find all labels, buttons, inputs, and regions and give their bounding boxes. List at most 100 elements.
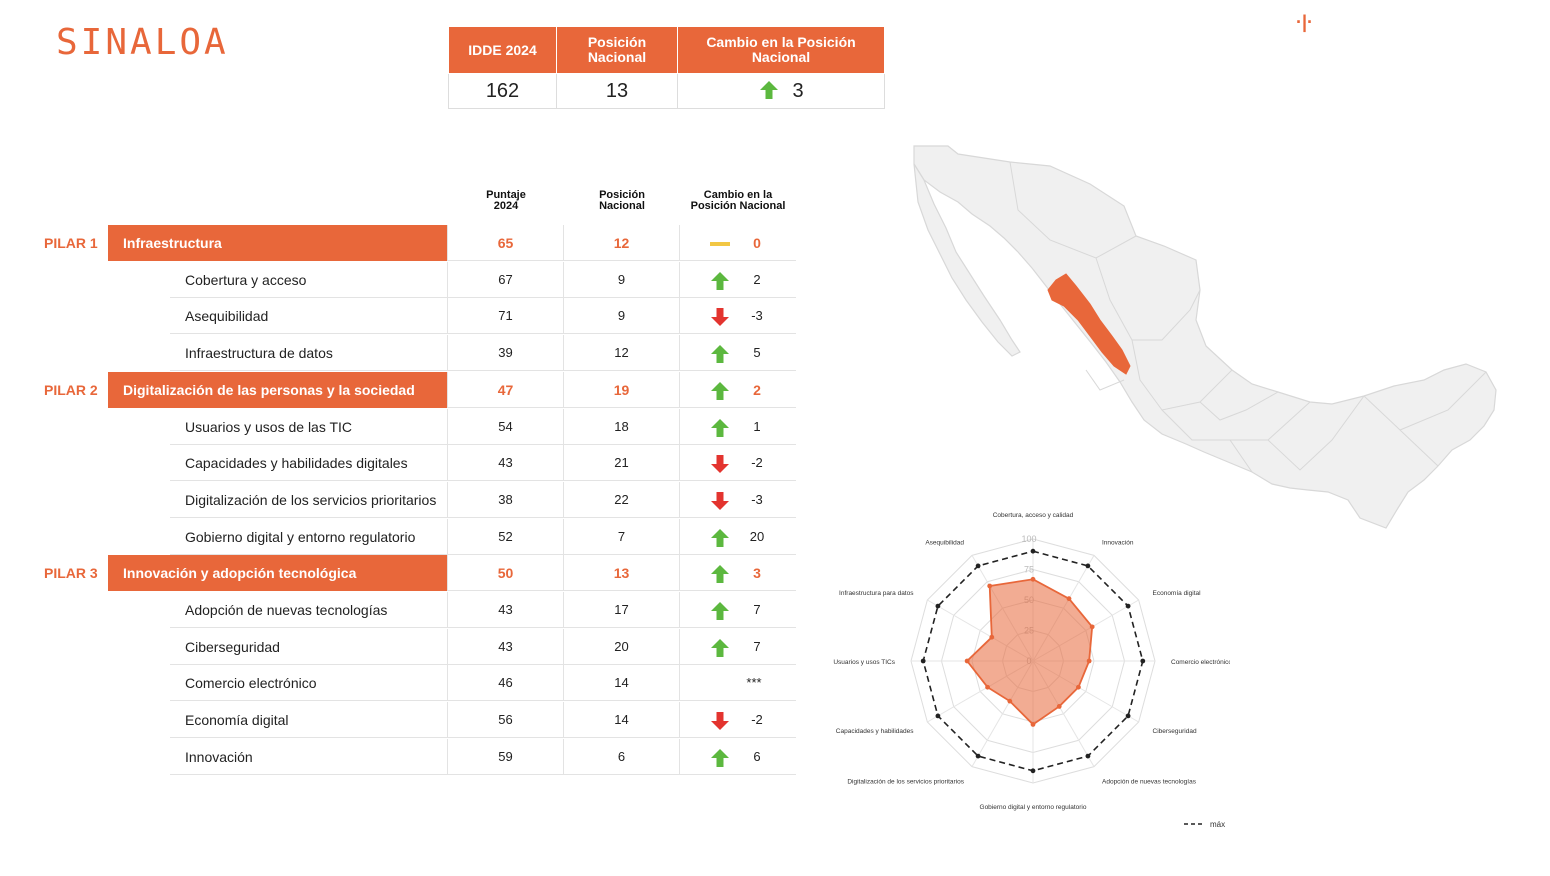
radar-category-label: Gobierno digital y entorno regulatorio [980,804,1087,811]
change-cell: 5 [679,335,796,371]
position-cell: 9 [563,298,679,334]
position-cell: 18 [563,409,679,445]
change-cell: 0 [679,225,796,261]
change-value: -3 [751,308,763,323]
change-cell: 2 [679,262,796,298]
radar-category-label: Asequibilidad [925,539,964,546]
radar-series-max-point [1085,563,1091,569]
summary-header-idde: IDDE 2024 [448,26,557,74]
arrow-up-icon [760,80,779,99]
arrow-up-icon [711,602,729,620]
radar-category-label: Infraestructura para datos [839,590,914,597]
pilar-label: PILAR 1 [44,235,98,251]
arrow-down-icon [711,308,729,326]
column-header-change-line2: Posición Nacional [690,200,786,212]
radar-series-state-point [1089,624,1095,630]
change-cell: 2 [679,372,796,408]
indicator-row: Ciberseguridad 43 20 7 [0,629,800,665]
column-header-change-line1: Cambio en la [703,189,773,201]
radar-series-max-point [975,563,981,569]
change-value: 2 [753,382,761,398]
score-cell: 65 [447,225,563,261]
radar-category-label: Ciberseguridad [1153,728,1197,735]
radar-series-max-point [1030,768,1036,774]
radar-category-label: Cobertura, acceso y calidad [993,512,1074,519]
summary-header-change: Cambio en la Posición Nacional [677,26,885,74]
radar-category-label: Innovación [1102,539,1134,546]
score-cell: 43 [447,445,563,481]
position-cell: 7 [563,519,679,555]
score-cell: 59 [447,739,563,775]
indicator-row: Cobertura y acceso 67 9 2 [0,262,800,298]
arrow-up-icon [711,345,729,363]
radar-series-state-point [964,658,970,664]
radar-series-state-area [965,578,1094,726]
position-cell: 12 [563,225,679,261]
no-change-dash-icon [710,242,730,246]
summary-table: IDDE 2024 Posición Nacional Cambio en la… [448,26,885,109]
score-cell: 38 [447,482,563,518]
pilar-name: Infraestructura [108,225,447,261]
column-header-position-line2: Nacional [599,200,645,212]
position-cell: 17 [563,592,679,628]
position-cell: 22 [563,482,679,518]
indicator-row: Asequibilidad 71 9 -3 [0,298,800,334]
pilar-row: PILAR 2 Digitalización de las personas y … [0,372,800,408]
score-cell: 43 [447,592,563,628]
summary-change-cell: 3 [677,73,885,109]
score-cell: 67 [447,262,563,298]
score-cell: 54 [447,409,563,445]
arrow-down-icon [711,455,729,473]
sinaloa-state [1047,273,1131,375]
arrow-up-icon [711,529,729,547]
change-cell: *** [679,665,796,701]
indicator-row: Adopción de nuevas tecnologías 43 17 7 [0,592,800,628]
position-cell: 21 [563,445,679,481]
logo-mark-icon: ·|· [1296,12,1314,32]
pilar-name: Innovación y adopción tecnológica [108,555,447,591]
radar-chart: 0255075100Cobertura, acceso y calidadInn… [833,512,1230,829]
indicator-row: Gobierno digital y entorno regulatorio 52… [0,519,800,555]
legend-max-label: máx [1210,820,1225,829]
score-cell: 52 [447,519,563,555]
indicator-row: Capacidades y habilidades digitales 43 21 -… [0,445,800,481]
radar-series-state-point [1056,704,1062,709]
summary-header-position: Posición Nacional [556,26,678,74]
change-value: -3 [751,492,763,507]
arrow-up-icon [711,419,729,437]
radar-series-state-point [1030,722,1036,727]
arrow-up-icon [711,639,729,657]
column-header-change: Cambio en la Posición Nacional [680,190,796,212]
arrow-up-icon [711,382,729,400]
arrow-down-icon [711,492,729,510]
column-header-score-line1: Puntaje [486,189,526,201]
indicator-name: Asequibilidad [170,298,447,334]
change-value: *** [746,675,762,690]
column-header-position-line1: Posición [599,189,645,201]
change-value: 1 [753,419,761,434]
radar-category-label: Economía digital [1153,590,1202,597]
radar-category-label: Adopción de nuevas tecnologías [1102,779,1197,786]
change-value: 7 [753,602,761,617]
radar-series-state-point [1076,684,1081,690]
arrow-up-icon [711,272,729,290]
radar-series-max-point [1140,658,1146,664]
position-cell: 14 [563,702,679,738]
pilar-row: PILAR 3 Innovación y adopción tecnológica… [0,555,800,591]
radar-series-max-point [975,753,981,759]
radar-series-state-point [1007,698,1013,704]
indicator-row: Economía digital 56 14 -2 [0,702,800,738]
radar-series-state-point [985,684,990,690]
score-cell: 39 [447,335,563,371]
indicator-name: Infraestructura de datos [170,335,447,371]
change-value: 20 [749,529,765,544]
indicator-row: Comercio electrónico 46 14 *** [0,665,800,701]
radar-series-max-point [1085,753,1091,759]
change-cell: -3 [679,482,796,518]
indicator-name: Ciberseguridad [170,629,447,665]
arrow-up-icon [711,565,729,583]
radar-series-state-point [1066,596,1072,602]
indicator-name: Comercio electrónico [170,665,447,701]
change-cell: 1 [679,409,796,445]
pilar-label: PILAR 2 [44,382,98,398]
